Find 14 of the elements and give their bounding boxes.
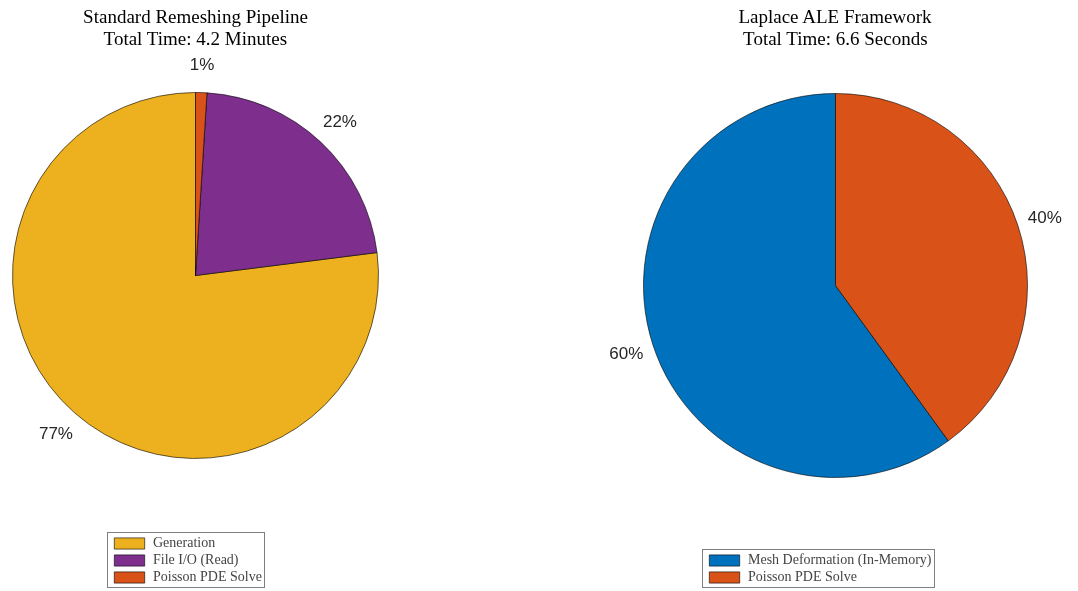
data-label: 40% bbox=[1027, 208, 1062, 228]
data-label: 60% bbox=[609, 343, 644, 363]
legend-label: File I/O (Read) bbox=[153, 552, 239, 568]
chart-title: Laplace ALE Framework bbox=[738, 6, 933, 27]
legend-label: Mesh Deformation (In-Memory) bbox=[748, 552, 932, 568]
chart-subtitle: Total Time: 4.2 Minutes bbox=[103, 28, 288, 49]
data-label: 1% bbox=[189, 55, 215, 75]
legend-label: Generation bbox=[153, 535, 216, 551]
legend-label: Poisson PDE Solve bbox=[153, 569, 262, 585]
chart-title: Standard Remeshing Pipeline bbox=[83, 6, 308, 27]
data-label: 22% bbox=[322, 112, 357, 132]
data-label: 77% bbox=[38, 424, 73, 444]
chart-subtitle: Total Time: 6.6 Seconds bbox=[743, 28, 928, 49]
legend-label: Poisson PDE Solve bbox=[748, 569, 857, 585]
